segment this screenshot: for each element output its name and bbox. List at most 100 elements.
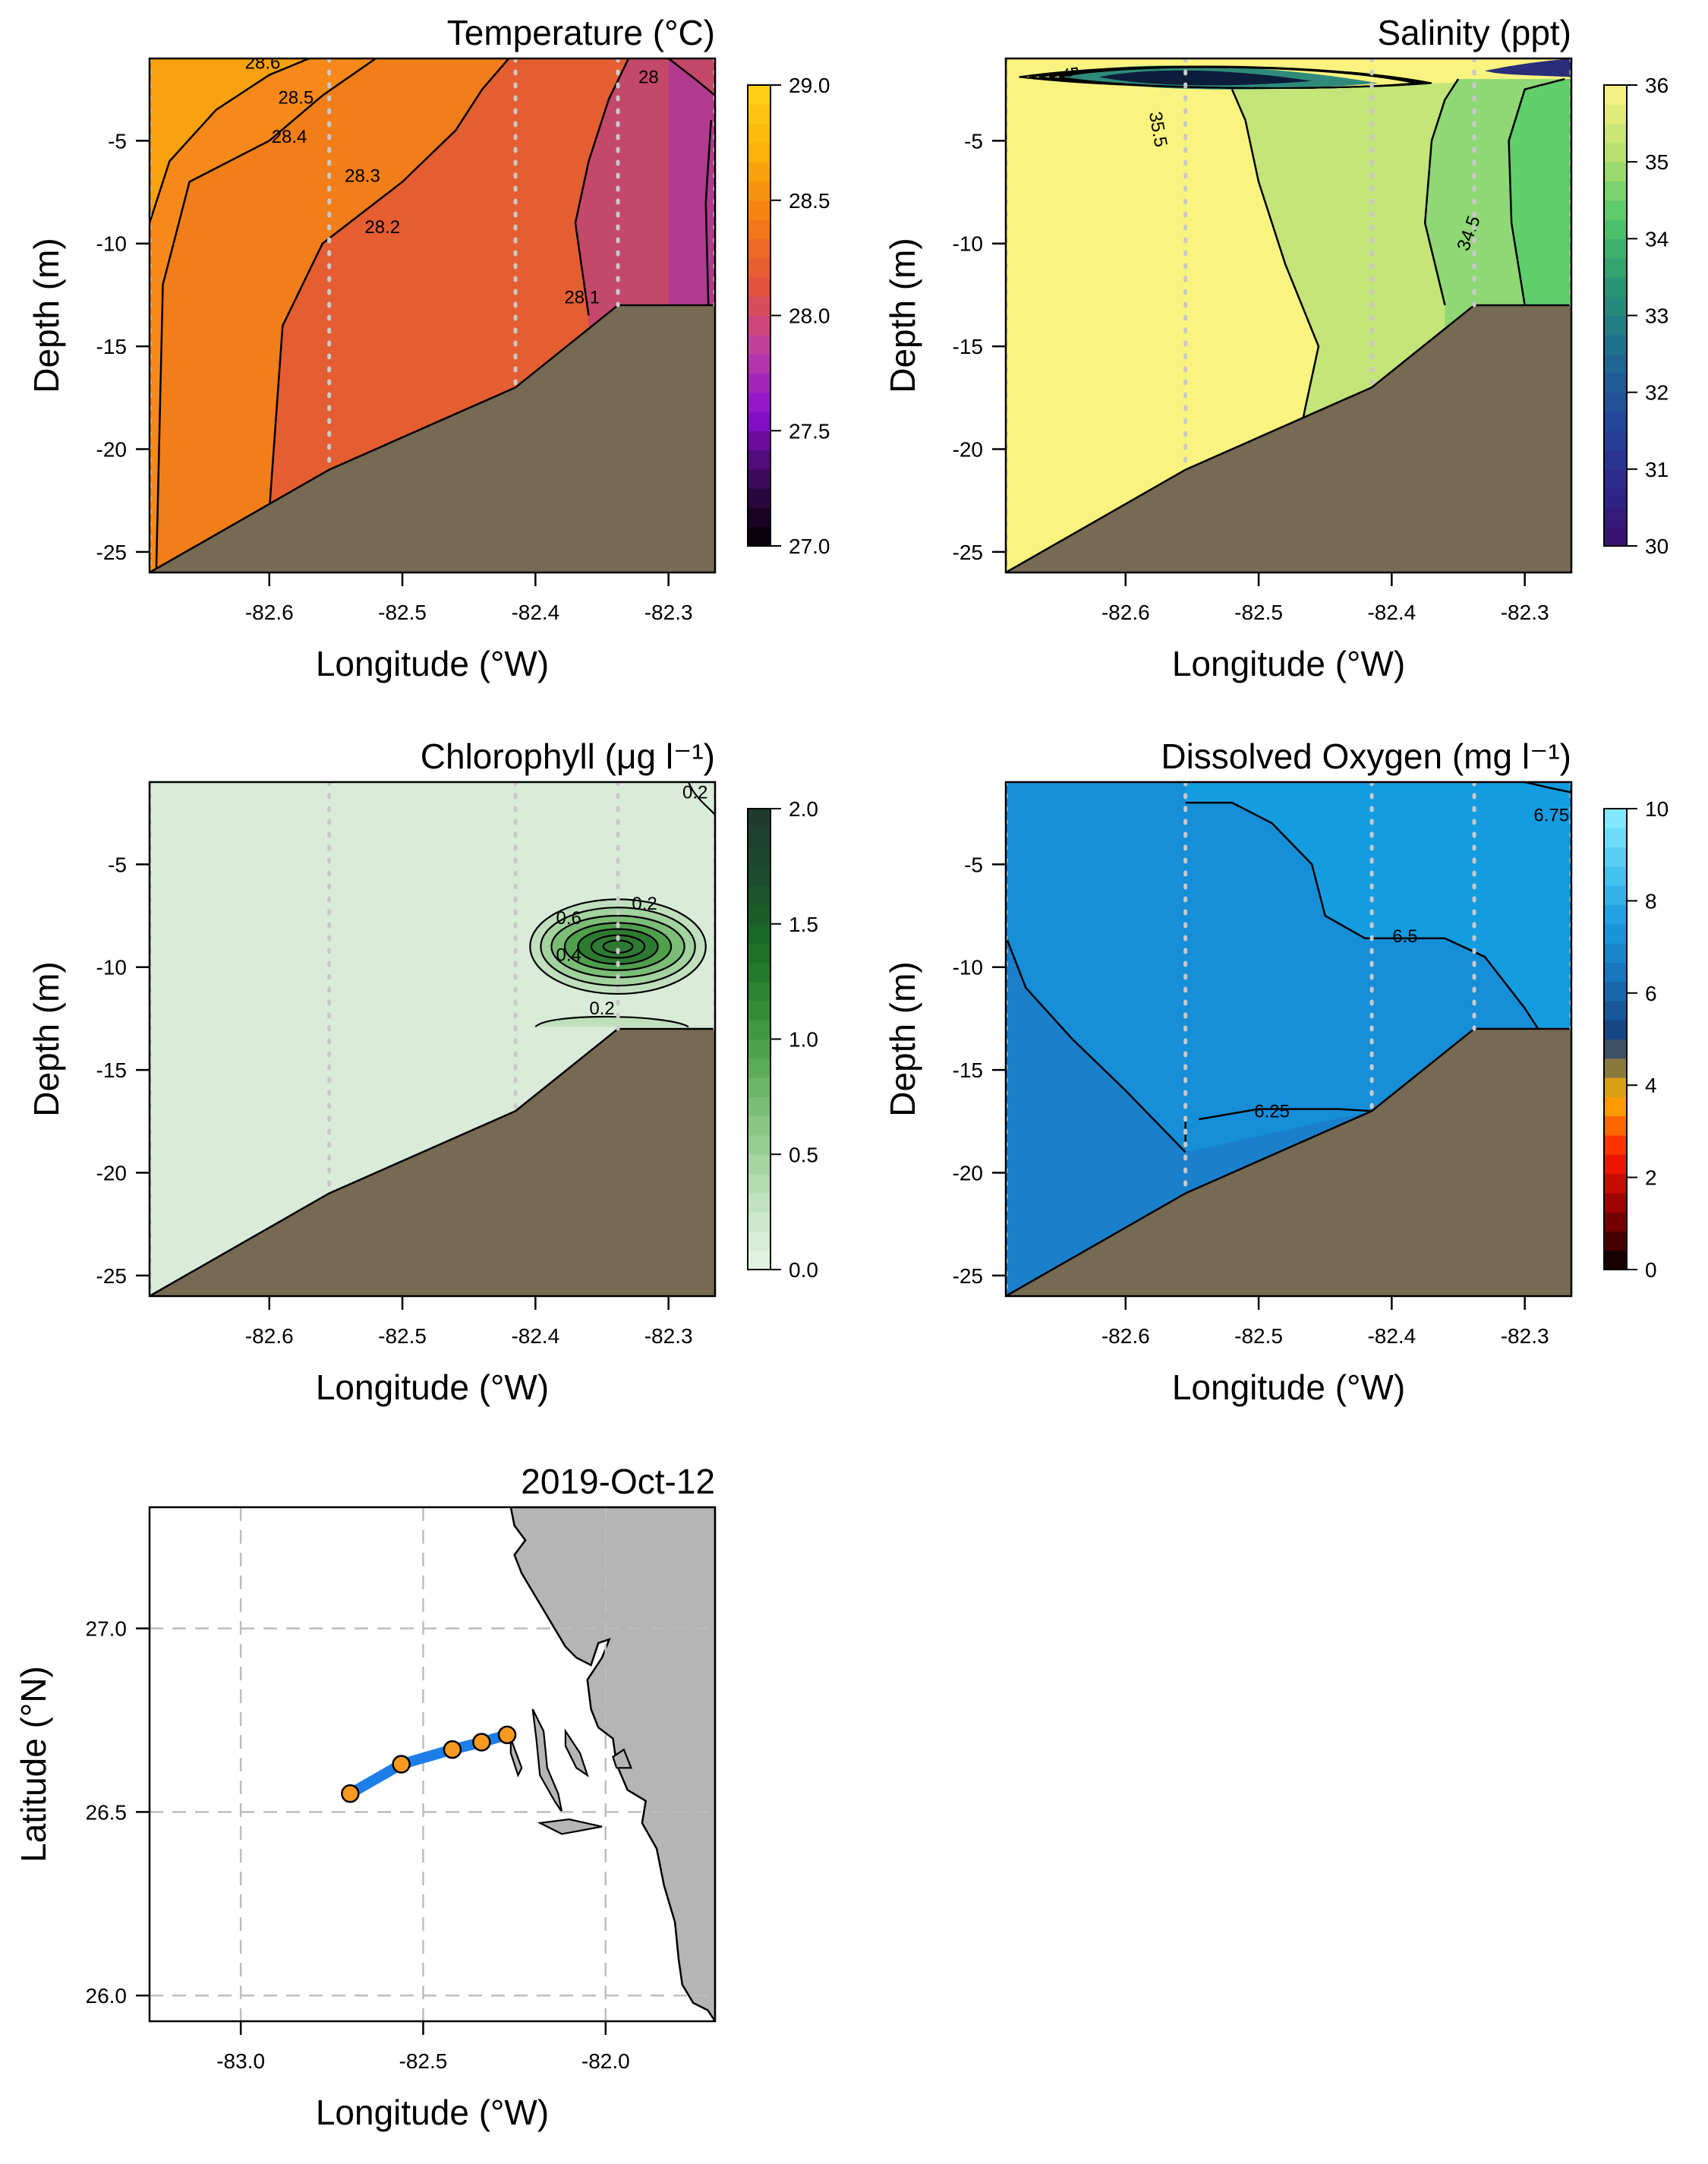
colorbar-swatch: [1604, 450, 1627, 470]
colorbar-swatch: [1604, 373, 1627, 393]
colorbar-swatch: [748, 431, 770, 451]
plot-frame: [1004, 781, 1573, 1298]
colorbar-swatch: [748, 450, 770, 470]
station-marker: [497, 1725, 517, 1745]
y-tick-label: -10: [96, 232, 127, 256]
colorbar-swatch: [748, 943, 770, 963]
contour-label: 28.4: [272, 127, 307, 147]
x-tick-label: -82.0: [581, 2049, 630, 2073]
x-tick-label: -82.3: [1501, 601, 1549, 624]
colorbar-swatch: [748, 1039, 770, 1059]
colorbar-tick-label: 36: [1645, 74, 1669, 97]
plot-area: 35.534.55: [1006, 58, 1571, 573]
colorbar-swatch: [1604, 1231, 1627, 1251]
contour-label: 6.75: [1533, 805, 1569, 825]
colorbar-swatch: [748, 507, 770, 528]
contour-label: 0.2: [589, 998, 614, 1019]
colorbar-tick-label: 27.5: [789, 419, 830, 443]
contour-line: [1006, 935, 1186, 1153]
fill-zone: [1006, 58, 1571, 80]
contour-line: [1231, 89, 1320, 573]
colorbar-swatch: [1604, 85, 1627, 105]
colorbar-swatch: [1604, 1039, 1627, 1059]
colorbar-tick-label: 10: [1645, 797, 1669, 821]
colorbar-swatch: [748, 257, 770, 278]
colorbar-swatch: [1604, 885, 1627, 906]
colorbar-swatch: [1604, 104, 1627, 125]
colorbar-tick-label: 33: [1645, 304, 1669, 328]
colorbar-swatch: [1604, 962, 1627, 983]
contour-label: 6.25: [1254, 1101, 1290, 1121]
colorbar-swatch: [748, 1250, 770, 1270]
colorbar-swatch: [748, 142, 770, 162]
colorbar-swatch: [1604, 334, 1627, 355]
colorbar-swatch: [748, 468, 770, 489]
contour-line: [667, 58, 715, 96]
colorbar-swatch: [748, 104, 770, 125]
colorbar-swatch: [748, 1115, 770, 1136]
colorbar-tick-label: 31: [1645, 458, 1669, 481]
contour-line: [704, 120, 712, 305]
colorbar-tick-label: 28.0: [789, 304, 830, 328]
contour-line: [1198, 1108, 1372, 1121]
x-axis-label: Longitude (°W): [316, 1367, 549, 1407]
colorbar-tick-label: 4: [1645, 1074, 1657, 1097]
colorbar-swatch: [748, 923, 770, 944]
map-area: [150, 1507, 715, 2021]
x-tick-label: -82.5: [399, 2049, 448, 2073]
colorbar-swatch: [748, 1000, 770, 1020]
colorbar-swatch: [748, 981, 770, 1002]
colorbar-tick-label: 2: [1645, 1166, 1657, 1190]
colorbar-swatch: [748, 866, 770, 886]
plot-frame: [1004, 57, 1573, 574]
chart-title: Salinity (ppt): [1377, 13, 1571, 52]
y-axis-label: Depth (m): [883, 961, 922, 1116]
colorbar-swatch: [748, 334, 770, 355]
colorbar-swatch: [1604, 1077, 1627, 1097]
colorbar-swatch: [1604, 866, 1627, 886]
contour-label: 0.2: [682, 783, 707, 803]
y-tick-label: -10: [96, 956, 127, 979]
y-tick-label: 26.5: [86, 1800, 128, 1824]
contour-line: [1524, 782, 1571, 793]
y-axis-label: Depth (m): [27, 238, 66, 393]
contour-line: [1423, 78, 1460, 306]
colorbar-swatch: [748, 181, 770, 201]
y-axis-label: Depth (m): [883, 238, 922, 393]
colorbar-tick-label: 2.0: [789, 797, 818, 821]
colorbar-swatch: [1604, 123, 1627, 144]
seabed: [1006, 304, 1571, 573]
contour-label: 0.4: [556, 945, 581, 966]
colorbar-swatch: [748, 373, 770, 393]
y-tick-label: -5: [108, 129, 127, 153]
colorbar-swatch: [1604, 1154, 1627, 1175]
y-tick-label: -20: [96, 1162, 127, 1185]
y-tick-label: -20: [953, 1162, 983, 1185]
colorbar-swatch: [1604, 1212, 1627, 1232]
colorbar-swatch: [1604, 847, 1627, 867]
fill-zone: [1485, 58, 1571, 77]
x-tick-label: -82.5: [1234, 601, 1283, 624]
colorbar-swatch: [748, 315, 770, 336]
colorbar-swatch: [1604, 411, 1627, 431]
colorbar-swatch: [1604, 142, 1627, 162]
island: [612, 1748, 633, 1769]
y-tick-label: -25: [953, 541, 983, 564]
colorbar-swatch: [1604, 468, 1627, 489]
contour-label: 28.1: [564, 287, 600, 308]
colorbar-swatch: [748, 411, 770, 431]
colorbar-swatch: [1604, 488, 1627, 509]
colorbar-tick-label: 34: [1645, 227, 1669, 251]
colorbar-swatch: [1604, 923, 1627, 944]
colorbar-swatch: [748, 962, 770, 983]
y-tick-label: -25: [96, 1264, 127, 1288]
colorbar-swatch: [1604, 981, 1627, 1002]
colorbar-swatch: [748, 123, 770, 144]
colorbar-swatch: [748, 354, 770, 374]
x-axis-label: Longitude (°W): [1172, 644, 1405, 683]
panel-salinity: 35.534.55 -82.6 -82.5 -82.4 -82.3 -5 -10 -15 -20…: [883, 13, 1669, 683]
colorbar-swatch: [1604, 507, 1627, 528]
land: [509, 1507, 715, 2021]
y-tick-label: 27.0: [86, 1617, 128, 1641]
contour-label: 6.5: [1392, 926, 1417, 947]
